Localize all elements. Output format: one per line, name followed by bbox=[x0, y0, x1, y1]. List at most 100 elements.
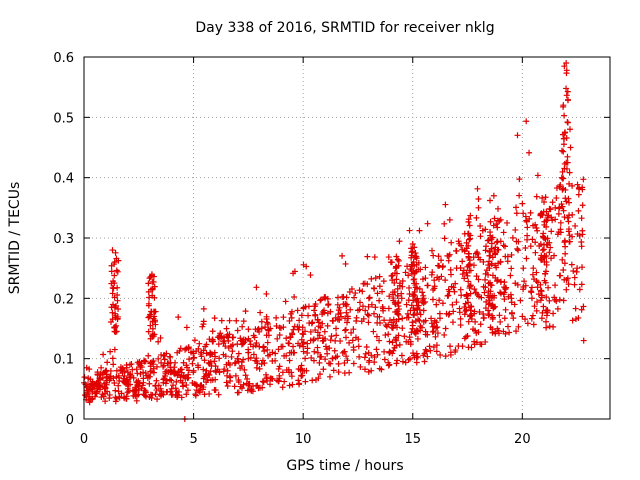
data-point bbox=[343, 301, 350, 308]
data-point bbox=[235, 377, 242, 384]
data-point bbox=[133, 397, 140, 404]
y-tick-label: 0.3 bbox=[53, 232, 74, 247]
data-point bbox=[543, 217, 550, 224]
data-point bbox=[153, 377, 160, 384]
data-point bbox=[151, 308, 158, 315]
data-point bbox=[497, 318, 504, 325]
data-point bbox=[371, 254, 378, 261]
data-point bbox=[405, 297, 412, 304]
data-point bbox=[98, 394, 105, 401]
data-point bbox=[359, 303, 366, 310]
data-point bbox=[112, 394, 119, 401]
data-point bbox=[110, 361, 117, 368]
data-point bbox=[288, 308, 295, 315]
data-point bbox=[574, 181, 581, 188]
data-point bbox=[106, 377, 113, 384]
data-point bbox=[543, 324, 550, 331]
data-point bbox=[416, 317, 423, 324]
data-point bbox=[489, 254, 496, 261]
data-point bbox=[492, 274, 499, 281]
x-tick-label: 0 bbox=[80, 432, 88, 447]
data-point bbox=[196, 340, 203, 347]
data-point bbox=[560, 148, 567, 155]
data-point bbox=[240, 336, 247, 343]
data-point bbox=[543, 318, 550, 325]
data-point bbox=[120, 375, 127, 382]
data-point bbox=[357, 363, 364, 370]
data-point bbox=[562, 195, 569, 202]
data-point bbox=[556, 296, 563, 303]
data-point bbox=[361, 366, 368, 373]
data-point bbox=[563, 85, 570, 92]
data-point bbox=[137, 364, 144, 371]
data-point bbox=[335, 360, 342, 367]
data-point bbox=[364, 253, 371, 260]
data-point bbox=[480, 314, 487, 321]
data-point bbox=[534, 298, 541, 305]
data-point bbox=[502, 306, 509, 313]
data-point bbox=[316, 332, 323, 339]
data-point bbox=[341, 360, 348, 367]
data-point bbox=[299, 341, 306, 348]
data-point bbox=[399, 325, 406, 332]
data-point bbox=[314, 335, 321, 342]
data-point bbox=[578, 281, 585, 288]
data-point bbox=[376, 283, 383, 290]
data-point bbox=[500, 229, 507, 236]
data-point bbox=[372, 304, 379, 311]
data-point bbox=[532, 249, 539, 256]
data-point bbox=[229, 348, 236, 355]
data-point bbox=[243, 380, 250, 387]
data-point bbox=[491, 215, 498, 222]
data-point bbox=[352, 334, 359, 341]
data-point bbox=[394, 256, 401, 263]
data-point bbox=[541, 199, 548, 206]
data-point bbox=[523, 255, 530, 262]
data-point bbox=[411, 244, 418, 251]
data-point bbox=[559, 186, 566, 193]
data-point bbox=[317, 297, 324, 304]
data-point bbox=[444, 252, 451, 259]
data-point bbox=[168, 377, 175, 384]
data-point bbox=[493, 221, 500, 228]
data-point bbox=[461, 311, 468, 318]
data-point bbox=[117, 364, 124, 371]
data-point bbox=[291, 268, 298, 275]
data-point bbox=[473, 249, 480, 256]
data-point bbox=[539, 195, 546, 202]
data-point bbox=[486, 248, 493, 255]
data-point bbox=[445, 286, 452, 293]
data-point bbox=[149, 286, 156, 293]
data-point bbox=[563, 60, 570, 67]
grid bbox=[84, 57, 610, 419]
data-point bbox=[396, 341, 403, 348]
data-point bbox=[382, 332, 389, 339]
data-point bbox=[417, 311, 424, 318]
data-point bbox=[104, 359, 111, 366]
data-point bbox=[395, 332, 402, 339]
data-point bbox=[487, 324, 494, 331]
data-point bbox=[560, 103, 567, 110]
data-point bbox=[300, 261, 307, 268]
data-point bbox=[422, 331, 429, 338]
data-point bbox=[226, 317, 233, 324]
data-point bbox=[489, 293, 496, 300]
data-point bbox=[576, 186, 583, 193]
data-point bbox=[150, 273, 157, 280]
data-point bbox=[429, 296, 436, 303]
data-point bbox=[346, 339, 353, 346]
data-point bbox=[381, 356, 388, 363]
data-point bbox=[549, 199, 556, 206]
data-point bbox=[109, 309, 116, 316]
data-point bbox=[351, 294, 358, 301]
data-point bbox=[94, 385, 101, 392]
data-point bbox=[450, 284, 457, 291]
data-point bbox=[223, 333, 230, 340]
data-point bbox=[529, 271, 536, 278]
data-point bbox=[158, 351, 165, 358]
data-point bbox=[445, 292, 452, 299]
data-point bbox=[389, 289, 396, 296]
data-point bbox=[326, 345, 333, 352]
data-point bbox=[197, 382, 204, 389]
data-point bbox=[561, 112, 568, 119]
